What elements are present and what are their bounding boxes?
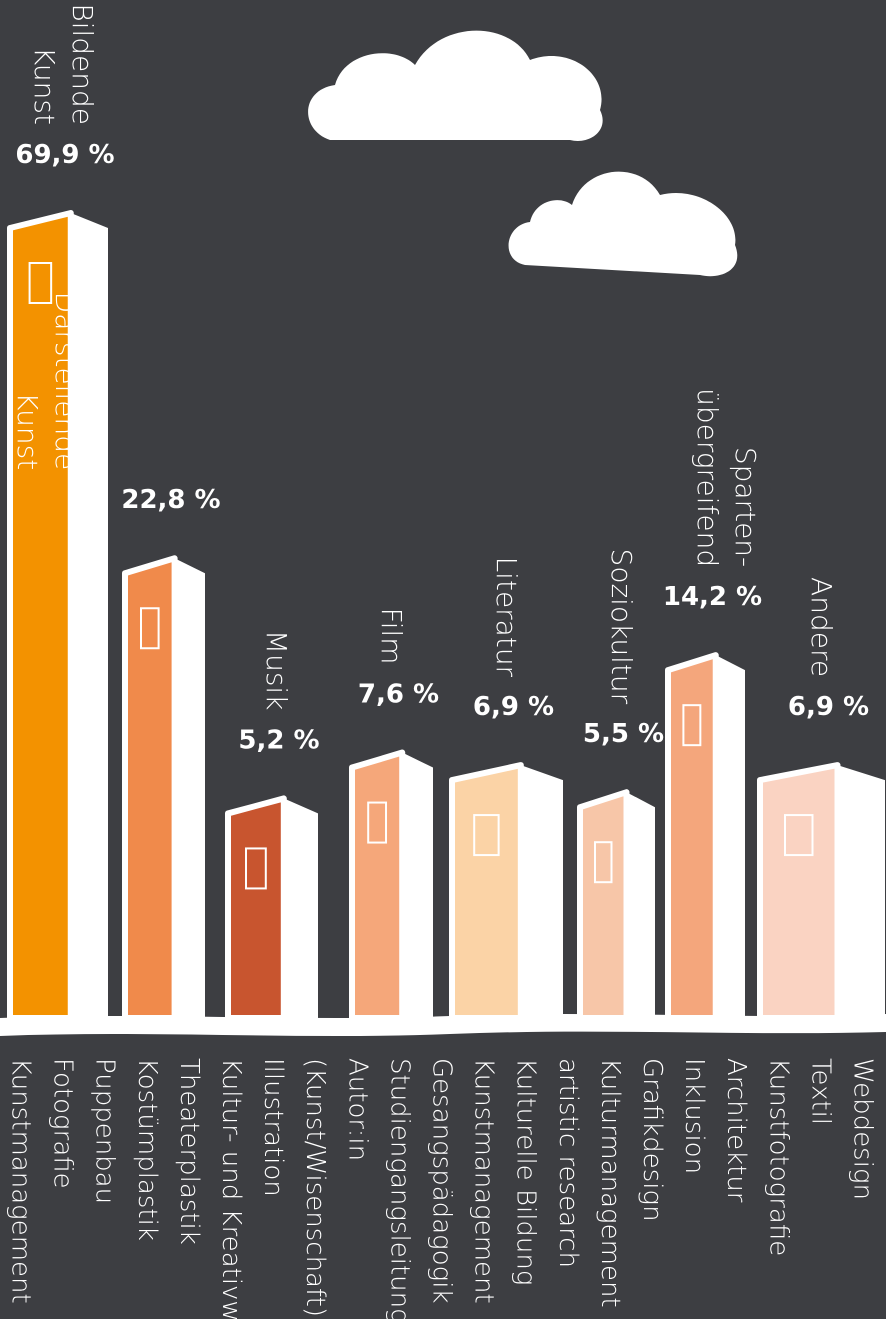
detail-label: Gesangspädagogik: [427, 1058, 457, 1304]
category-label: Film: [375, 608, 408, 665]
bar-side: [402, 752, 433, 1018]
detail-label: Fotografie: [48, 1058, 78, 1189]
detail-label: artistic research: [553, 1058, 583, 1268]
value-label: 69,9 %: [15, 140, 114, 170]
value-label: 14,2 %: [663, 582, 762, 612]
detail-label: Puppenbau: [90, 1058, 120, 1204]
window: [594, 841, 613, 884]
detail-label: Kultur- und Kreativw: [216, 1058, 246, 1319]
value-label: 6,9 %: [788, 692, 869, 722]
bar: [665, 652, 719, 1021]
category-label: Musik: [260, 630, 293, 711]
window: [367, 801, 388, 844]
window: [140, 607, 160, 650]
detail-label: Kostümplastik: [132, 1058, 162, 1241]
detail-label: Textil: [805, 1058, 835, 1125]
detail-label: Kunstmanagement: [469, 1058, 499, 1304]
category-label: Literatur: [490, 557, 523, 678]
bar-side: [837, 765, 885, 1018]
category-label: Kunst: [11, 392, 44, 470]
detail-label: Webdesign: [848, 1058, 878, 1200]
bar-side: [283, 798, 318, 1018]
category-label: Soziokultur: [605, 549, 638, 705]
detail-label: (Kunst/Wisenschaft): [300, 1058, 330, 1317]
detail-label: Grafikdesign: [637, 1058, 667, 1222]
bar: [577, 789, 630, 1021]
category-label: Andere: [805, 577, 838, 677]
bar-side: [626, 792, 655, 1018]
detail-label: Kulturelle Bildung: [511, 1058, 541, 1286]
bar-side: [174, 558, 205, 1018]
detail-label: Kulturmanagement: [595, 1058, 625, 1308]
category-label: Kunst: [28, 47, 61, 125]
bar: [349, 749, 406, 1021]
value-label: 6,9 %: [473, 692, 554, 722]
value-label: 5,5 %: [583, 719, 664, 749]
window: [473, 814, 500, 857]
detail-label: Autor:in: [342, 1058, 372, 1161]
window: [682, 704, 702, 747]
category-label: Bildende: [66, 3, 99, 125]
value-label: 22,8 %: [121, 485, 220, 515]
value-label: 7,6 %: [358, 680, 439, 710]
cloud: [508, 171, 738, 277]
window: [28, 262, 53, 304]
bar: [449, 762, 524, 1021]
detail-label: Inklusion: [679, 1058, 709, 1174]
bar: [7, 210, 74, 1021]
detail-label: Architektur: [721, 1058, 751, 1203]
detail-label: Kunstfotografie: [763, 1058, 793, 1256]
detail-label: Theaterplastik: [174, 1058, 204, 1245]
category-label: Darstellende: [49, 292, 82, 471]
value-label: 5,2 %: [238, 725, 319, 755]
bar: [757, 762, 841, 1021]
bar-side: [520, 765, 563, 1018]
detail-label: Studiengangsleitung: [384, 1058, 414, 1319]
bar-side: [70, 213, 108, 1018]
bar-side: [715, 655, 745, 1018]
bar: [122, 555, 178, 1021]
ground: [0, 1014, 886, 1036]
window: [245, 847, 267, 890]
window: [784, 814, 814, 857]
bar: [225, 795, 287, 1021]
category-label: übergreifend: [691, 388, 724, 567]
detail-label: Kunstmanagement: [6, 1058, 36, 1304]
detail-label: Illustration: [258, 1058, 288, 1197]
category-label: Sparten-: [729, 447, 762, 567]
cloud: [308, 30, 603, 141]
